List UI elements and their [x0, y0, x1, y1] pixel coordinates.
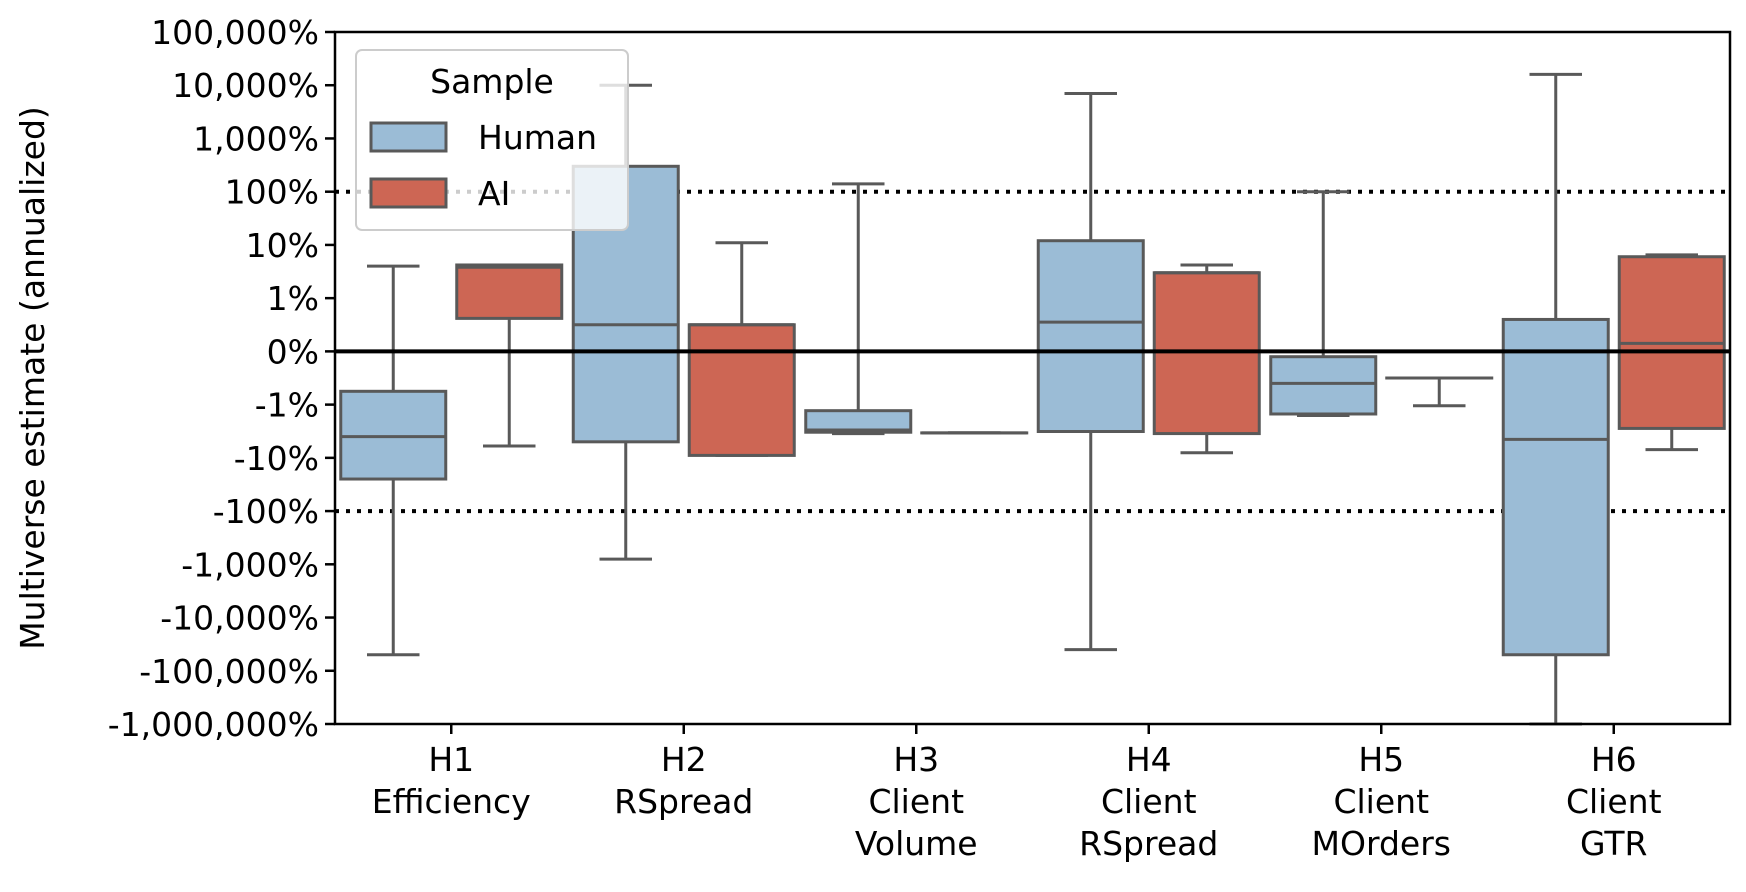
box-ai-2 [687, 241, 796, 457]
x-category-label: H4 Client RSpread [1079, 740, 1218, 863]
x-category-label-line: RSpread [614, 782, 753, 821]
y-tick-label: -1,000,000% [108, 705, 319, 744]
legend: Sample Human AI [355, 49, 629, 231]
y-tick-label: -10% [234, 439, 319, 478]
x-category-label-line: H1 [428, 740, 474, 779]
box-ai-4 [1152, 263, 1261, 455]
box-iqr [1036, 239, 1145, 434]
y-tick-label: -10,000% [160, 599, 319, 638]
box-ai-1 [455, 263, 564, 448]
y-tick-label: 100% [225, 173, 319, 212]
x-category-label-line: H2 [661, 740, 707, 779]
x-category-label: H6 Client GTR [1566, 740, 1662, 863]
box-iqr [687, 323, 796, 457]
x-category-label-line: RSpread [1079, 824, 1218, 863]
box-layer [339, 72, 1726, 726]
box-iqr [1269, 355, 1378, 416]
box-human-1 [339, 264, 448, 657]
y-tick-label: 10% [246, 226, 319, 265]
box-human-3 [804, 182, 913, 436]
y-tick-label: 10,000% [172, 66, 319, 105]
y-tick-label: -1% [255, 386, 319, 425]
x-category-label-line: Client [1333, 782, 1429, 821]
y-tick-label: 0% [267, 332, 319, 371]
x-category-label-line: Client [1101, 782, 1197, 821]
y-tick-label: -1,000% [181, 545, 319, 584]
x-category-label: H2 RSpread [614, 740, 753, 821]
x-category-label-line: Efficiency [372, 782, 531, 821]
box-ai-5 [1385, 376, 1494, 408]
legend-label-human: Human [478, 118, 597, 157]
plot-frame [333, 30, 1732, 726]
box-iqr [455, 263, 564, 320]
box-human-5 [1269, 190, 1378, 417]
x-category-label-line: H4 [1126, 740, 1172, 779]
x-category-label: H3 Client Volume [855, 740, 978, 863]
x-category-label-line: Client [1566, 782, 1662, 821]
y-tick-label: 1,000% [193, 119, 319, 158]
box-ai-6 [1617, 253, 1726, 452]
x-category-label-line: Client [868, 782, 964, 821]
y-tick-label: 1% [267, 279, 319, 318]
x-category-label-line: GTR [1580, 824, 1647, 863]
box-human-4 [1036, 91, 1145, 652]
y-tick-label: 100,000% [151, 13, 319, 52]
y-axis-title: Multiverse estimate (annualized) [13, 106, 52, 650]
box-iqr [1501, 317, 1610, 657]
legend-swatch-ai [369, 177, 448, 209]
x-category-label: H5 Client MOrders [1312, 740, 1451, 863]
y-tick-label: -100,000% [139, 652, 319, 691]
legend-swatch-human [369, 121, 448, 153]
axes: 100,000% 10,000% 1,000% 100% 10% 1% 0% -1% -10% -… [13, 13, 1732, 863]
x-category-label-line: Volume [855, 824, 978, 863]
box-iqr [804, 409, 913, 434]
x-category-label-line: H6 [1591, 740, 1637, 779]
legend-label-ai: AI [478, 174, 510, 213]
legend-title: Sample [430, 62, 554, 101]
x-category-label-line: H3 [893, 740, 939, 779]
x-category-label-line: H5 [1358, 740, 1404, 779]
x-category-label: H1 Efficiency [372, 740, 531, 821]
x-category-label-line: MOrders [1312, 824, 1451, 863]
y-tick-label: -100% [213, 492, 319, 531]
box-human-6 [1501, 72, 1610, 726]
